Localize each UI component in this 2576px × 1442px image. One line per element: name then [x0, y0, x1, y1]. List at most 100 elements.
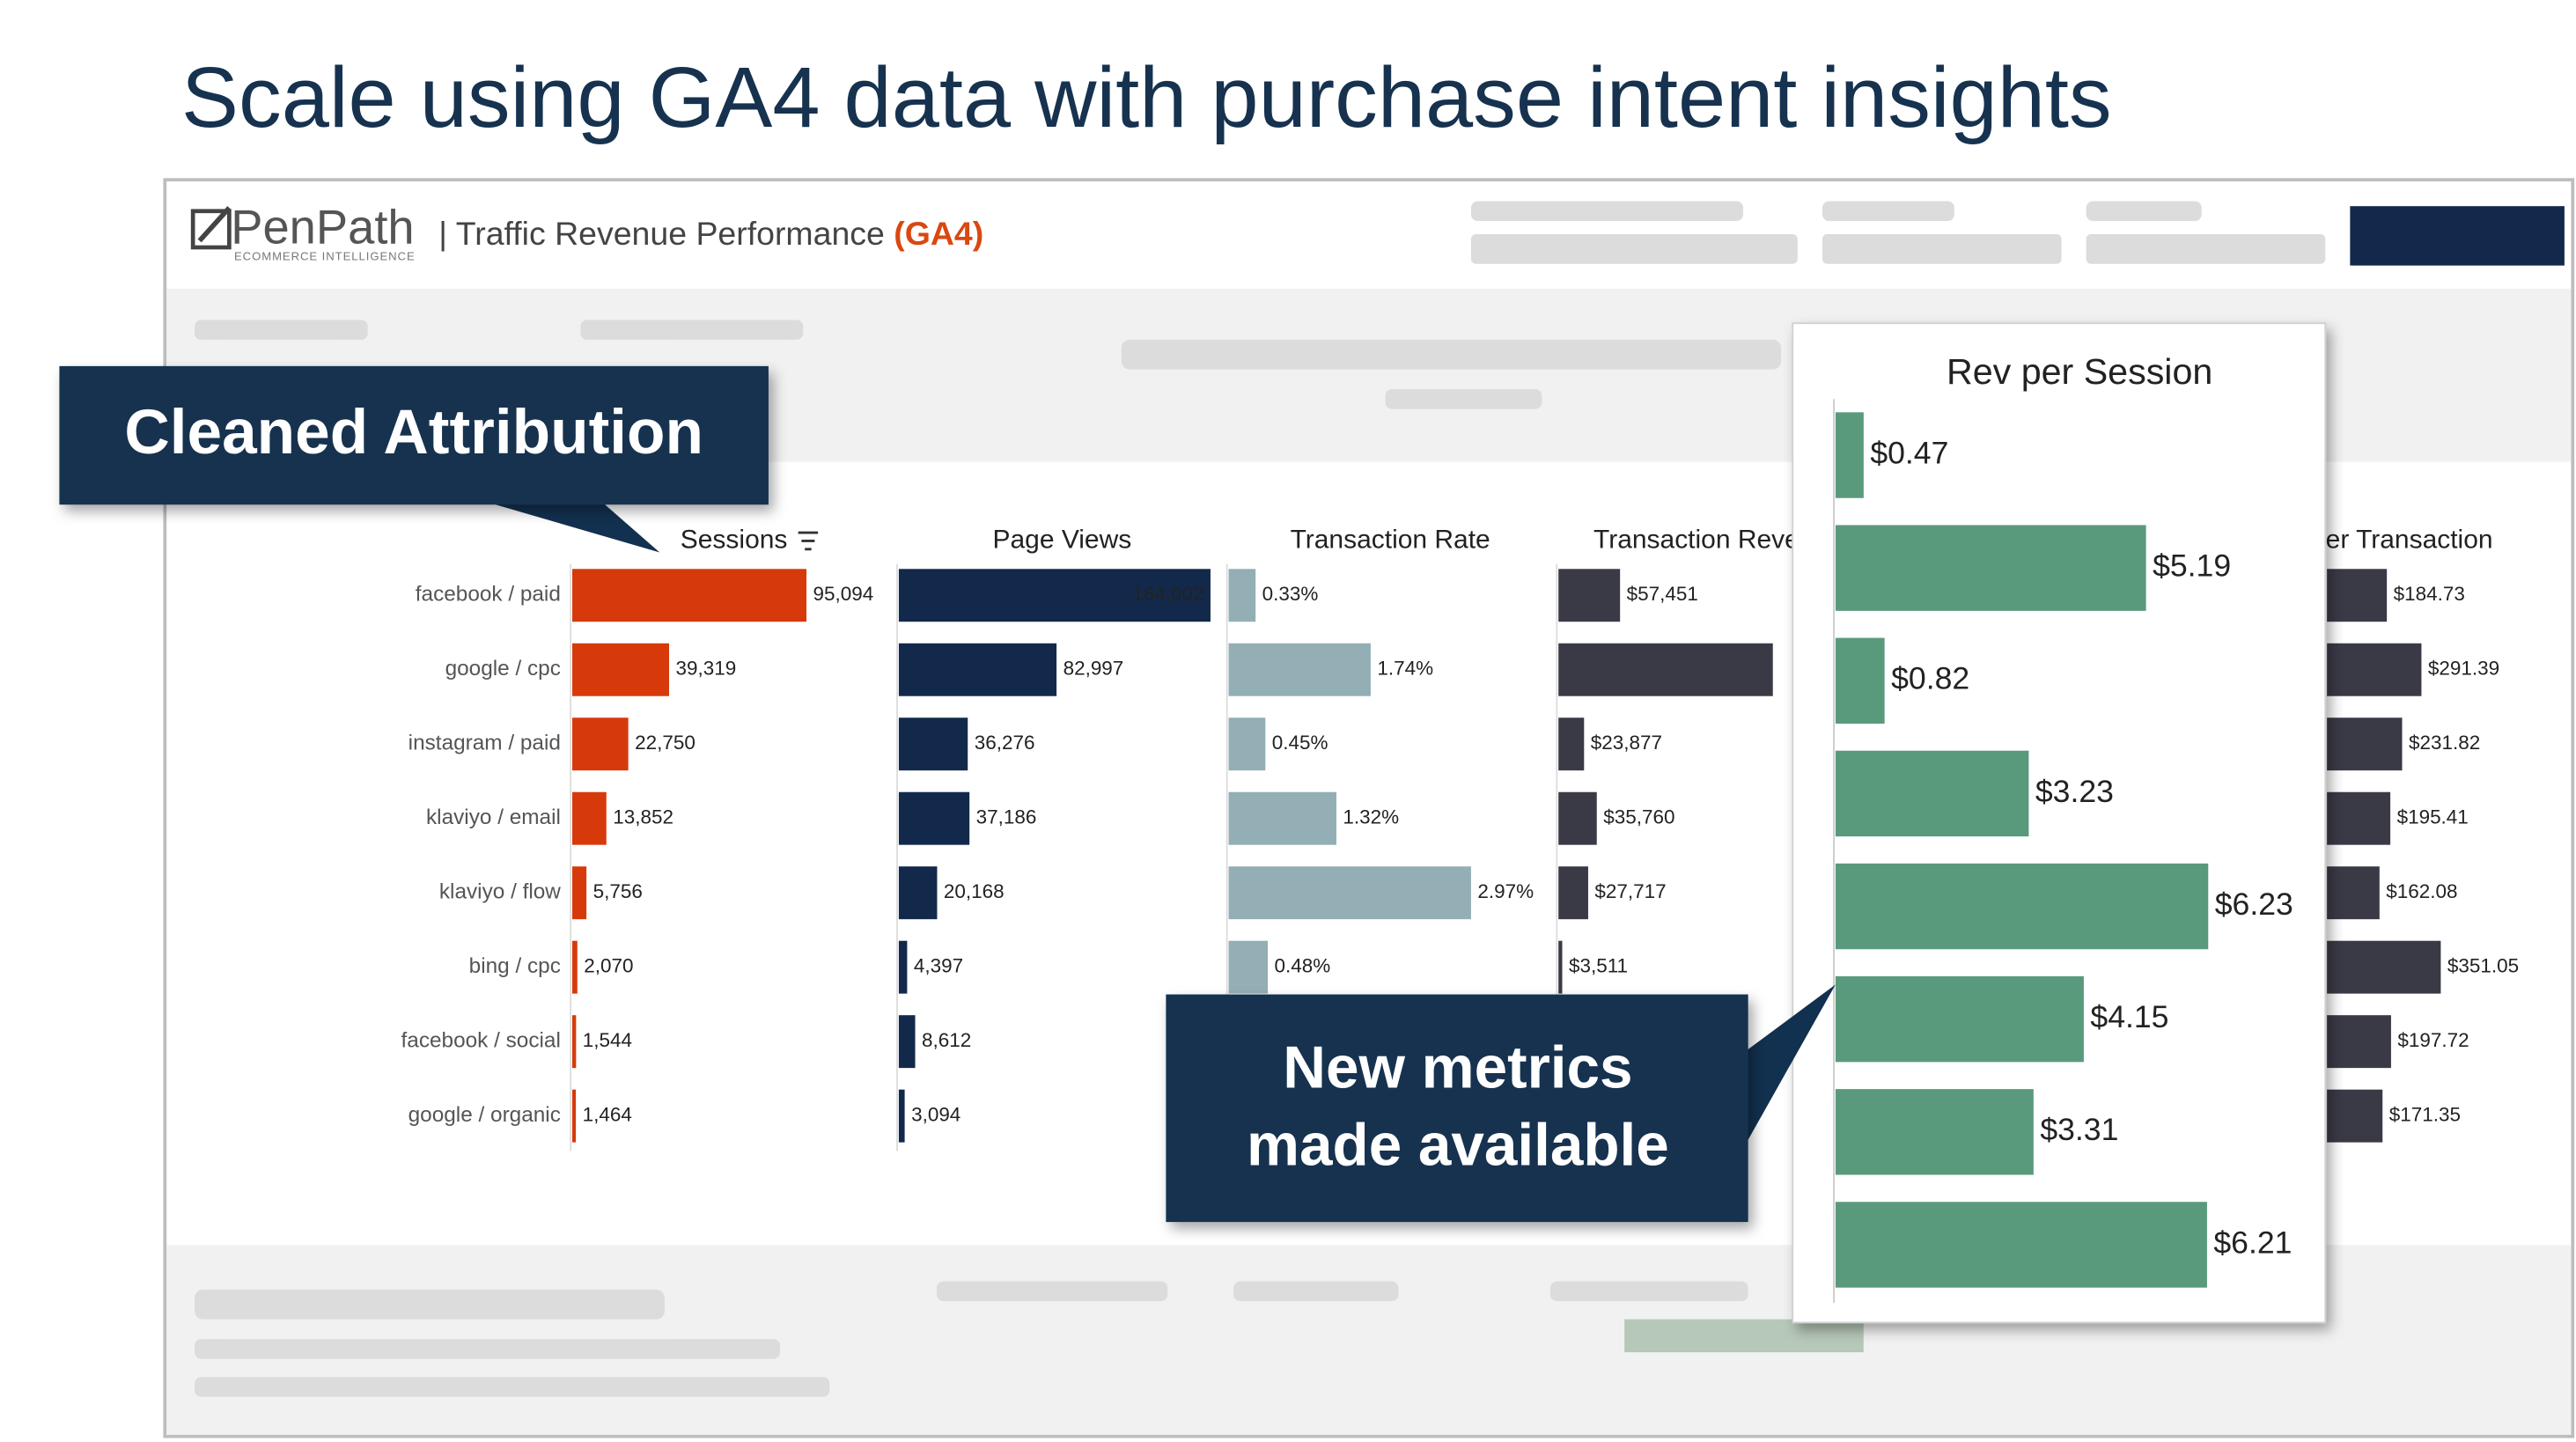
value-label: $171.35	[2389, 1104, 2461, 1126]
value-label: $3.23	[2035, 774, 2114, 809]
bar	[1558, 791, 1597, 845]
bar	[898, 1089, 905, 1143]
bar	[572, 791, 607, 845]
bar	[2327, 643, 2422, 696]
value-label: $27,717	[1594, 880, 1666, 902]
bar	[2327, 940, 2441, 994]
callout-text: Cleaned Attribution	[124, 398, 703, 467]
dashboard-title: | Traffic Revenue Performance (GA4)	[438, 215, 983, 252]
bar	[572, 569, 807, 622]
blurred-legend	[1624, 1319, 1864, 1353]
bar	[1228, 569, 1256, 622]
bar	[2327, 717, 2403, 771]
category-label: facebook / paid	[416, 583, 561, 607]
value-label: 4,397	[914, 955, 963, 977]
bar	[1835, 1089, 2034, 1175]
bar	[572, 1015, 577, 1069]
callout-metrics: New metrics made available	[1166, 984, 1836, 1223]
bar	[1558, 643, 1773, 696]
value-label: 0.33%	[1262, 583, 1319, 605]
bar	[572, 1089, 577, 1143]
popup: Rev per Session $0.47 $5.19 $0.82 $3.23 $6.23…	[1792, 322, 2327, 1324]
bar	[898, 866, 938, 920]
bar	[2327, 1089, 2383, 1143]
value-label: 1,544	[583, 1029, 632, 1051]
value-label: 22,750	[635, 732, 696, 754]
value-label: 39,319	[675, 658, 736, 680]
bar	[1835, 975, 2084, 1063]
dashboard-title-text: | Traffic Revenue Performance	[438, 215, 885, 252]
bar	[1228, 643, 1371, 696]
value-label: 2,070	[584, 955, 633, 977]
value-label: 1,464	[583, 1104, 632, 1126]
bar	[1228, 717, 1266, 771]
bar	[898, 569, 1211, 622]
bar	[1558, 866, 1588, 920]
value-label: 1.74%	[1377, 658, 1433, 680]
bar	[572, 717, 629, 771]
value-label: 164,002	[1132, 583, 1203, 605]
bar	[572, 643, 669, 696]
chart-title: Sessions	[681, 525, 788, 554]
bar	[1228, 940, 1269, 994]
dashboard-badge: (GA4)	[894, 215, 983, 252]
callout-line: made available	[1247, 1112, 1669, 1178]
bar	[2327, 1015, 2391, 1069]
value-label: $184.73	[2394, 583, 2465, 605]
bar	[2327, 791, 2391, 845]
value-label: $3,511	[1569, 955, 1628, 977]
value-label: $23,877	[1591, 732, 1662, 754]
value-label: 36,276	[975, 732, 1035, 754]
bar	[898, 1015, 916, 1069]
value-label: $35,760	[1603, 806, 1674, 828]
value-label: 5,756	[593, 880, 643, 902]
bar	[572, 866, 587, 920]
bar	[1558, 940, 1563, 994]
show-filters-button[interactable]	[2350, 206, 2565, 266]
slide-title: Scale using GA4 data with purchase inten…	[181, 49, 2112, 145]
category-label: facebook / social	[401, 1029, 561, 1053]
bar	[1228, 866, 1471, 920]
value-label: $5.19	[2153, 548, 2231, 584]
bar	[898, 643, 1057, 696]
value-label: 95,094	[813, 583, 874, 605]
value-label: $291.39	[2428, 658, 2499, 680]
value-label: $4.15	[2090, 999, 2168, 1034]
bar	[1835, 863, 2209, 950]
bar	[1835, 412, 1864, 498]
value-label: 20,168	[944, 880, 1005, 902]
bar	[1835, 750, 2029, 837]
charts: Sessions facebook / paid 95,094 google / cp…	[401, 525, 2519, 1151]
value-label: $0.82	[1891, 661, 1969, 696]
value-label: 0.45%	[1272, 732, 1328, 754]
bar	[1558, 569, 1621, 622]
callout-text: New metrics made available	[1247, 1034, 1669, 1178]
blurred-controls	[195, 201, 2326, 1397]
category-label: klaviyo / flow	[439, 880, 561, 904]
callout-box	[59, 365, 769, 505]
bar	[898, 717, 968, 771]
bar	[2327, 866, 2380, 920]
logo-name: PenPath	[231, 201, 414, 254]
category-label: klaviyo / email	[426, 806, 561, 829]
value-label: 37,186	[976, 806, 1037, 828]
value-label: 1.32%	[1343, 806, 1399, 828]
value-label: $3.31	[2040, 1112, 2118, 1147]
value-label: 0.48%	[1275, 955, 1331, 977]
value-label: $351.05	[2447, 955, 2519, 977]
bar	[2327, 569, 2388, 622]
sort-icon	[798, 531, 819, 551]
category-label: bing / cpc	[469, 954, 561, 978]
value-label: $231.82	[2409, 732, 2480, 754]
callout-box	[1166, 994, 1748, 1223]
chart-title: Page Views	[993, 525, 1132, 554]
bar	[1835, 525, 2146, 611]
category-label: instagram / paid	[408, 732, 561, 755]
bar	[1835, 637, 1885, 724]
bar	[1558, 717, 1585, 771]
bar	[898, 791, 970, 845]
category-label: google / cpc	[445, 657, 561, 681]
value-label: $0.47	[1870, 435, 1948, 470]
